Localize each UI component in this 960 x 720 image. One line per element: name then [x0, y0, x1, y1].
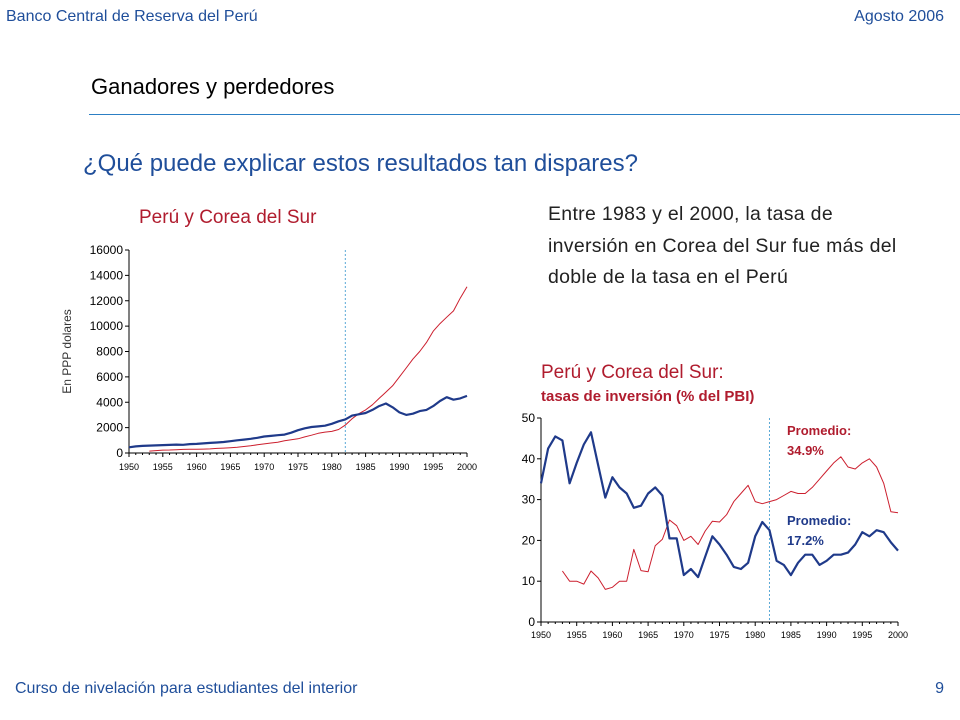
chart2-title: Perú y Corea del Sur: — [541, 362, 724, 383]
section-title: Ganadores y perdedores — [91, 74, 335, 99]
x-tick-label: 1975 — [288, 462, 308, 472]
y-tick-label: 2000 — [96, 421, 123, 435]
y-tick-label: 20 — [522, 533, 536, 547]
x-tick-label: 1950 — [531, 630, 551, 640]
series-line-korea — [149, 286, 468, 452]
average-peru-annotation: Promedio: 17.2% — [787, 511, 851, 551]
question-heading: ¿Qué puede explicar estos resultados tan… — [83, 150, 638, 177]
y-tick-label: 16000 — [90, 243, 124, 257]
x-tick-label: 1950 — [119, 462, 139, 472]
average-peru-value: 17.2% — [787, 533, 824, 548]
y-tick-label: 4000 — [96, 395, 123, 409]
x-tick-label: 2000 — [457, 462, 477, 472]
x-tick-label: 1990 — [817, 630, 837, 640]
x-tick-label: 1985 — [781, 630, 801, 640]
y-tick-label: 10000 — [90, 319, 124, 333]
header-date: Agosto 2006 — [854, 8, 944, 25]
y-tick-label: 50 — [522, 411, 536, 425]
average-korea-label: Promedio: — [787, 423, 852, 438]
x-tick-label: 1970 — [674, 630, 694, 640]
x-tick-label: 1965 — [220, 462, 240, 472]
y-axis-label: En PPP dolares — [60, 309, 74, 394]
footer-course: Curso de nivelación para estudiantes del… — [15, 680, 358, 697]
chart1-title: Perú y Corea del Sur — [139, 207, 317, 228]
y-tick-label: 10 — [522, 574, 536, 588]
y-tick-label: 8000 — [96, 345, 123, 359]
y-tick-label: 14000 — [90, 268, 124, 282]
explanation-text: Entre 1983 y el 2000, la tasa de inversi… — [548, 203, 897, 288]
x-tick-label: 1990 — [389, 462, 409, 472]
y-tick-label: 40 — [522, 452, 536, 466]
average-korea-value: 34.9% — [787, 443, 824, 458]
x-tick-label: 1985 — [356, 462, 376, 472]
average-korea-annotation: Promedio: 34.9% — [787, 421, 851, 461]
y-tick-label: 6000 — [96, 370, 123, 384]
x-tick-label: 1975 — [709, 630, 729, 640]
x-tick-label: 1965 — [638, 630, 658, 640]
x-tick-label: 1960 — [602, 630, 622, 640]
series-line-peru — [128, 394, 468, 449]
x-tick-label: 1960 — [187, 462, 207, 472]
y-tick-label: 0 — [116, 446, 123, 460]
series-line-peru — [539, 431, 899, 579]
x-tick-label: 1995 — [423, 462, 443, 472]
series-line-korea — [561, 456, 899, 590]
x-tick-label: 1980 — [745, 630, 765, 640]
y-tick-label: 12000 — [90, 294, 124, 308]
y-tick-label: 0 — [528, 615, 535, 629]
x-tick-label: 2000 — [888, 630, 908, 640]
average-peru-label: Promedio: — [787, 513, 852, 528]
x-tick-label: 1970 — [254, 462, 274, 472]
header-institution: Banco Central de Reserva del Perú — [6, 8, 258, 25]
x-tick-label: 1955 — [567, 630, 587, 640]
x-tick-label: 1995 — [852, 630, 872, 640]
x-tick-label: 1980 — [322, 462, 342, 472]
title-divider — [89, 114, 960, 115]
chart2-subtitle: tasas de inversión (% del PBI) — [541, 388, 755, 405]
x-tick-label: 1955 — [153, 462, 173, 472]
page-number: 9 — [935, 680, 944, 697]
y-tick-label: 30 — [522, 493, 536, 507]
